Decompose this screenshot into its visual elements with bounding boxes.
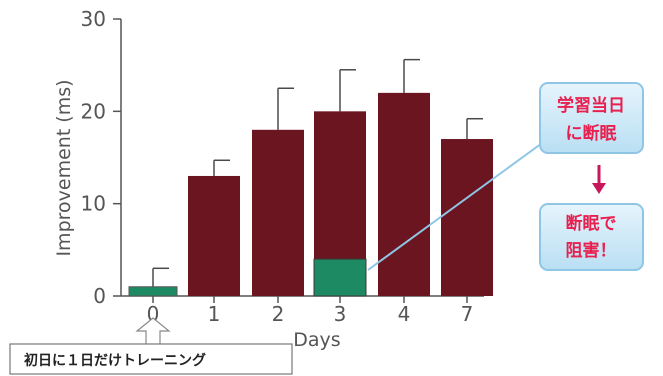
- x-axis-title: Days: [293, 329, 340, 351]
- callout-bubble-top: [539, 82, 644, 154]
- note-box: [9, 343, 293, 375]
- down-arrow-icon: [592, 165, 606, 194]
- y-axis-title: Improvement (ms): [53, 79, 75, 256]
- y-tick-label: 10: [81, 192, 106, 216]
- bar-day-4: [378, 92, 430, 296]
- callout-line1: 学習当日: [557, 95, 625, 116]
- x-tick-label: 4: [398, 302, 411, 326]
- y-tick-label: 30: [81, 7, 106, 31]
- result-line1: 断眠で: [566, 213, 617, 234]
- callout-line2: に断眠: [566, 123, 617, 144]
- bar-day-0: [128, 286, 178, 297]
- up-arrow-icon: [135, 317, 171, 344]
- result-line2: 阻害！: [566, 240, 617, 261]
- note-text: 初日に１日だけトレーニング: [24, 352, 206, 369]
- x-tick-label: 1: [208, 302, 221, 326]
- callout-pointer-line: [367, 129, 561, 271]
- bar-day-3-sleep-deprived: [313, 258, 367, 297]
- y-tick-label: 0: [93, 284, 106, 308]
- x-tick-label: 7: [461, 302, 474, 326]
- y-tick-label: 20: [81, 99, 106, 123]
- bar-day-1: [188, 175, 240, 296]
- bar-day-7: [441, 139, 493, 296]
- bar-day-2: [252, 129, 304, 296]
- callout-bubble-bottom: [539, 203, 644, 271]
- x-tick-label: 3: [334, 302, 347, 326]
- x-tick-label: 2: [272, 302, 285, 326]
